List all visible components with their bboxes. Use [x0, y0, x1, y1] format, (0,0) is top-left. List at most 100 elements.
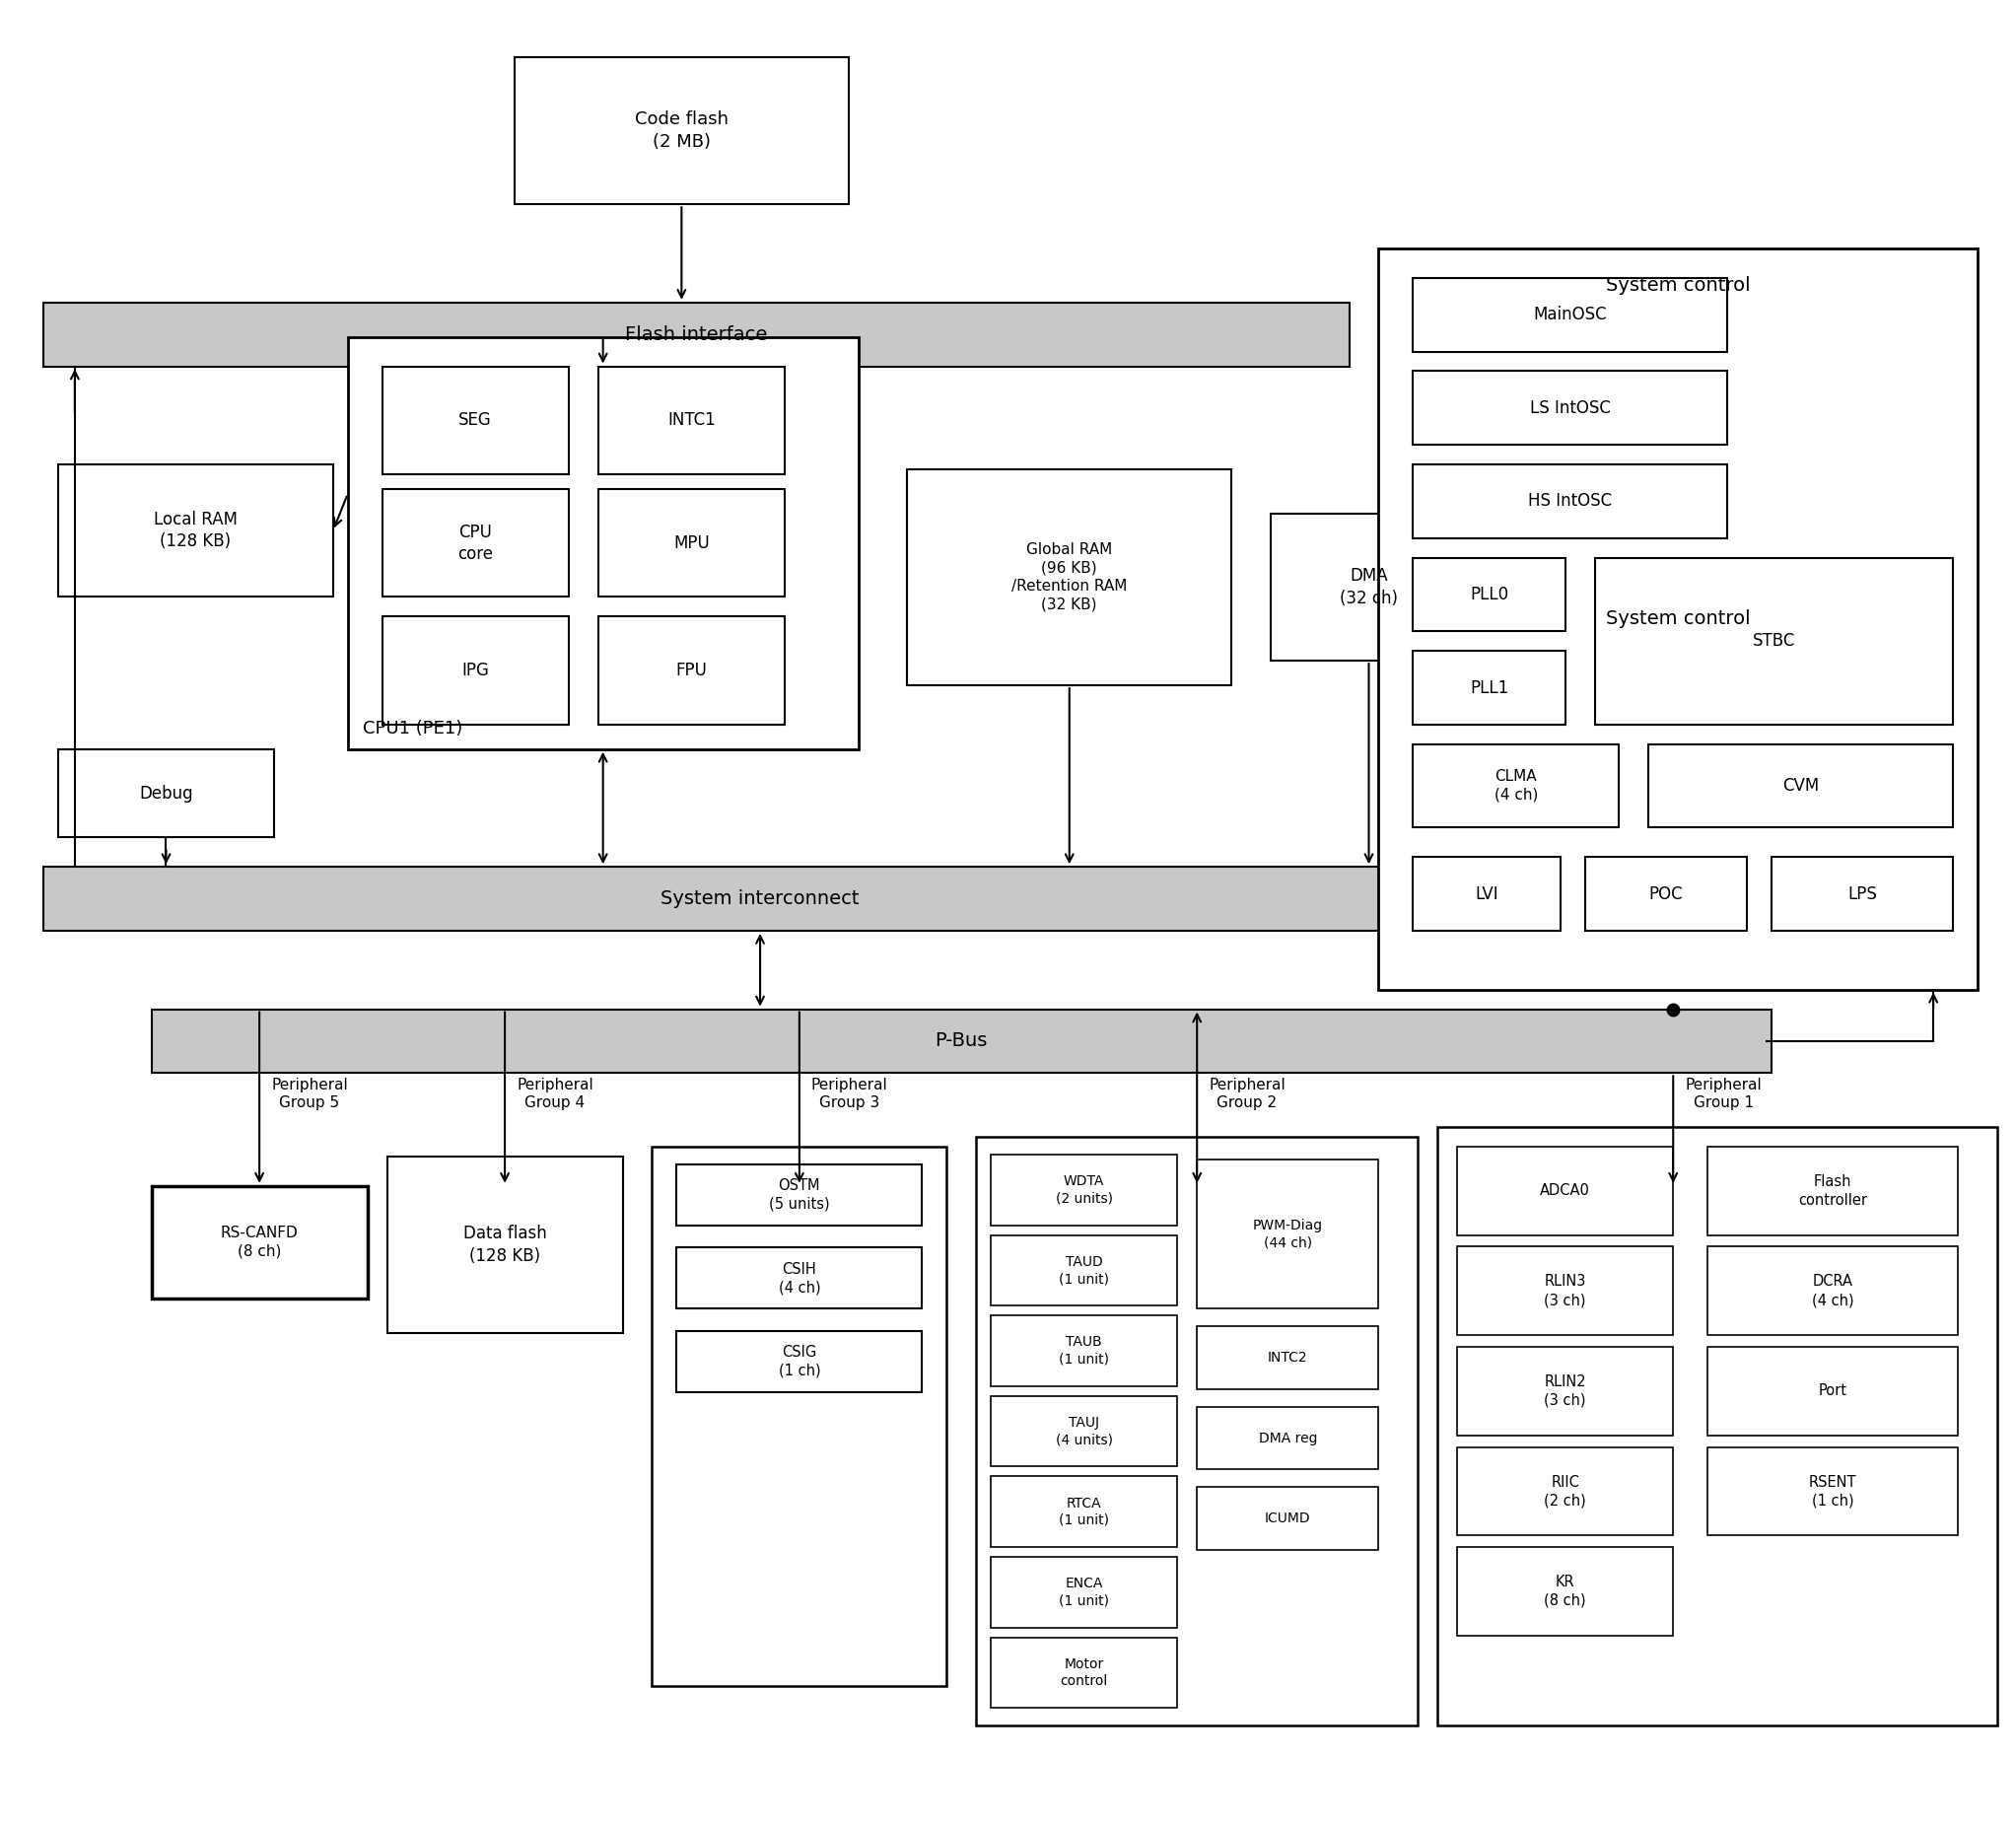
Text: Flash interface: Flash interface: [625, 325, 768, 344]
Bar: [514, 57, 849, 205]
Bar: [1458, 1347, 1673, 1435]
Text: DMA reg: DMA reg: [1258, 1431, 1316, 1446]
Text: TAUD
(1 unit): TAUD (1 unit): [1058, 1254, 1109, 1285]
Bar: [1198, 1488, 1379, 1550]
Text: Peripheral
Group 4: Peripheral Group 4: [516, 1079, 593, 1110]
Text: RTCA
(1 unit): RTCA (1 unit): [1058, 1497, 1109, 1526]
Text: LPS: LPS: [1847, 885, 1877, 903]
Bar: [1198, 1327, 1379, 1389]
Bar: [151, 1186, 367, 1298]
Bar: [1437, 1128, 1998, 1726]
Bar: [990, 1477, 1177, 1546]
Bar: [1413, 744, 1619, 828]
Text: System control: System control: [1607, 276, 1750, 294]
Text: INTC1: INTC1: [667, 411, 716, 430]
Text: LS IntOSC: LS IntOSC: [1530, 399, 1611, 417]
Text: CSIG
(1 ch): CSIG (1 ch): [778, 1345, 821, 1378]
Text: Code flash
(2 MB): Code flash (2 MB): [635, 112, 728, 150]
Bar: [58, 749, 274, 837]
Bar: [151, 1009, 1772, 1073]
Bar: [1198, 1159, 1379, 1309]
Bar: [1708, 1347, 1958, 1435]
Text: PLL1: PLL1: [1470, 678, 1508, 696]
Text: RIIC
(2 ch): RIIC (2 ch): [1544, 1475, 1587, 1508]
Bar: [58, 464, 333, 598]
Text: RLIN3
(3 ch): RLIN3 (3 ch): [1544, 1274, 1587, 1307]
Bar: [1458, 1146, 1673, 1236]
Bar: [1708, 1448, 1958, 1536]
Text: Peripheral
Group 1: Peripheral Group 1: [1685, 1079, 1762, 1110]
Bar: [1379, 249, 1978, 989]
Text: MPU: MPU: [673, 534, 710, 552]
Bar: [1413, 278, 1728, 351]
Bar: [383, 490, 569, 598]
Bar: [677, 1331, 921, 1391]
Text: IPG: IPG: [462, 662, 490, 680]
Bar: [1772, 857, 1954, 930]
Bar: [990, 1638, 1177, 1707]
Bar: [44, 866, 1478, 930]
Bar: [990, 1316, 1177, 1386]
Bar: [990, 1155, 1177, 1225]
Text: TAUJ
(4 units): TAUJ (4 units): [1056, 1417, 1113, 1446]
Text: RSENT
(1 ch): RSENT (1 ch): [1808, 1475, 1857, 1508]
Text: MainOSC: MainOSC: [1534, 305, 1607, 324]
Bar: [1458, 1448, 1673, 1536]
Text: System control: System control: [1607, 611, 1750, 629]
Text: TAUB
(1 unit): TAUB (1 unit): [1058, 1336, 1109, 1366]
Text: WDTA
(2 units): WDTA (2 units): [1056, 1174, 1113, 1205]
Text: Motor
control: Motor control: [1060, 1658, 1109, 1689]
Bar: [383, 616, 569, 724]
Text: Peripheral
Group 2: Peripheral Group 2: [1210, 1079, 1286, 1110]
Text: System interconnect: System interconnect: [661, 890, 859, 909]
Text: DMA
(32 ch): DMA (32 ch): [1341, 567, 1397, 607]
Text: INTC2: INTC2: [1268, 1351, 1308, 1364]
Text: STBC: STBC: [1752, 632, 1794, 651]
Bar: [387, 1157, 623, 1333]
Text: Port: Port: [1818, 1384, 1847, 1398]
Bar: [599, 616, 784, 724]
Bar: [990, 1397, 1177, 1466]
Bar: [1595, 558, 1954, 724]
Text: Data flash
(128 KB): Data flash (128 KB): [464, 1225, 546, 1265]
Bar: [1708, 1247, 1958, 1334]
Text: LVI: LVI: [1476, 885, 1498, 903]
Bar: [1413, 558, 1564, 631]
Bar: [677, 1164, 921, 1225]
Bar: [976, 1137, 1417, 1726]
Text: CPU1 (PE1): CPU1 (PE1): [363, 720, 462, 737]
Bar: [677, 1249, 921, 1309]
Text: Flash
controller: Flash controller: [1798, 1174, 1867, 1206]
Bar: [1458, 1247, 1673, 1334]
Text: CVM: CVM: [1782, 777, 1818, 795]
Text: FPU: FPU: [675, 662, 708, 680]
Bar: [990, 1236, 1177, 1305]
Text: Peripheral
Group 3: Peripheral Group 3: [810, 1079, 887, 1110]
Text: POC: POC: [1649, 885, 1683, 903]
Bar: [1413, 371, 1728, 444]
Bar: [1198, 1408, 1379, 1470]
Bar: [1413, 464, 1728, 537]
Text: Debug: Debug: [139, 784, 194, 802]
Text: Peripheral
Group 5: Peripheral Group 5: [272, 1079, 349, 1110]
Text: ICUMD: ICUMD: [1264, 1512, 1310, 1526]
Bar: [1708, 1146, 1958, 1236]
Text: KR
(8 ch): KR (8 ch): [1544, 1574, 1587, 1609]
Text: OSTM
(5 units): OSTM (5 units): [768, 1179, 831, 1212]
Text: Global RAM
(96 KB)
/Retention RAM
(32 KB): Global RAM (96 KB) /Retention RAM (32 KB…: [1012, 543, 1127, 612]
Text: Local RAM
(128 KB): Local RAM (128 KB): [153, 510, 238, 550]
Text: SEG: SEG: [460, 411, 492, 430]
Text: CPU
core: CPU core: [458, 523, 494, 563]
Text: CSIH
(4 ch): CSIH (4 ch): [778, 1261, 821, 1294]
Text: PLL0: PLL0: [1470, 585, 1508, 603]
Bar: [1413, 651, 1564, 724]
Bar: [1413, 857, 1560, 930]
Bar: [599, 366, 784, 473]
Bar: [1649, 744, 1954, 828]
Text: ENCA
(1 unit): ENCA (1 unit): [1058, 1578, 1109, 1607]
Text: P-Bus: P-Bus: [935, 1031, 988, 1051]
Text: PWM-Diag
(44 ch): PWM-Diag (44 ch): [1252, 1219, 1322, 1249]
Bar: [383, 366, 569, 473]
Bar: [347, 336, 859, 749]
Bar: [44, 302, 1349, 366]
